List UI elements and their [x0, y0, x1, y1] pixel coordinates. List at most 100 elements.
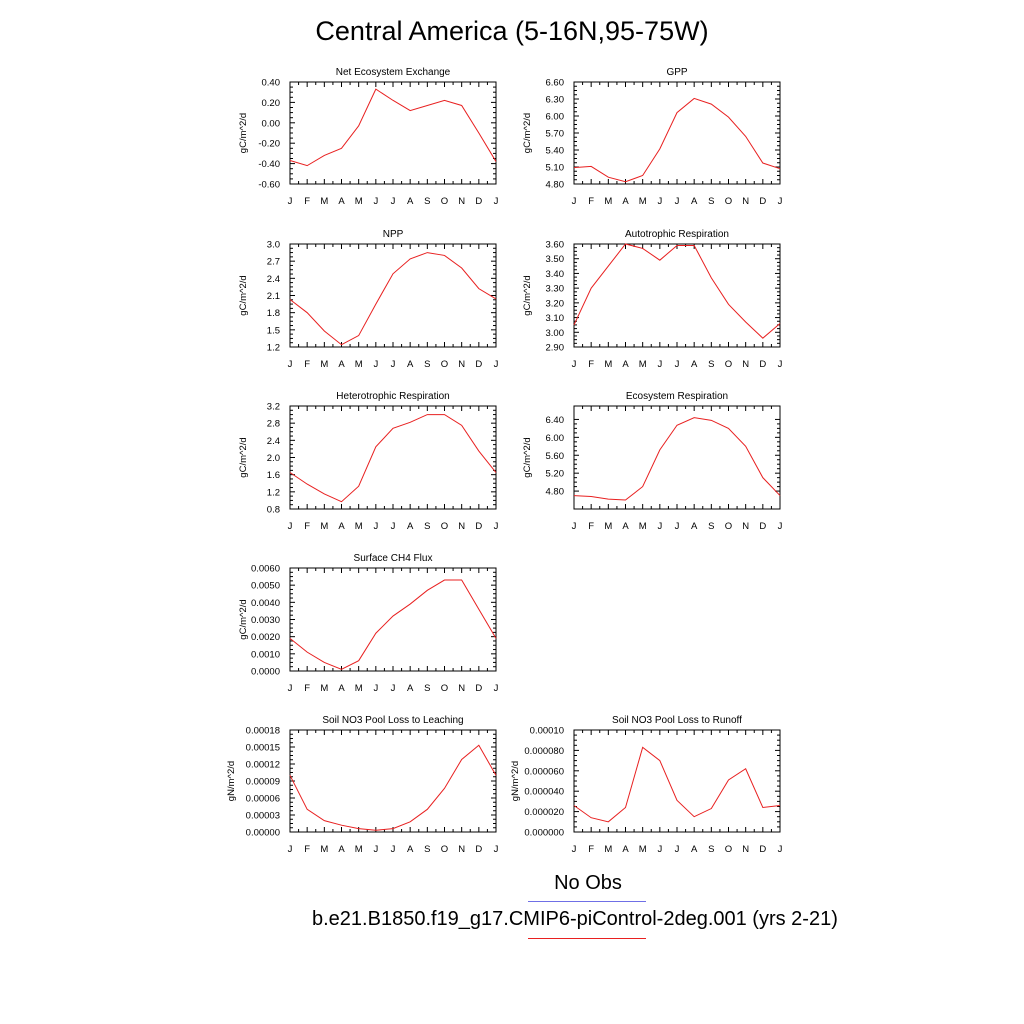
- y-tick-label: 2.90: [546, 343, 565, 354]
- x-tick-label: O: [441, 844, 448, 855]
- y-tick-label: 5.40: [546, 146, 565, 157]
- x-tick-label: N: [742, 196, 749, 207]
- x-tick-label: J: [288, 844, 293, 855]
- x-tick-label: J: [778, 359, 783, 370]
- y-tick-label: 0.00010: [530, 726, 564, 737]
- panel-title: Net Ecosystem Exchange: [336, 67, 451, 78]
- x-tick-label: M: [639, 196, 647, 207]
- y-tick-label: 0.000040: [524, 787, 564, 798]
- series-line: [573, 97, 781, 183]
- y-tick-label: 0.00018: [246, 726, 280, 737]
- x-tick-label: A: [691, 359, 698, 370]
- y-tick-label: -0.60: [258, 180, 280, 191]
- panel-title: GPP: [666, 67, 687, 78]
- x-tick-label: M: [355, 359, 363, 370]
- x-tick-label: N: [742, 359, 749, 370]
- panel-title: Autotrophic Respiration: [625, 229, 729, 240]
- series-line: [289, 252, 497, 346]
- y-tick-label: 3.20: [546, 298, 565, 309]
- panel-title: Soil NO3 Pool Loss to Runoff: [612, 715, 742, 726]
- x-tick-label: S: [708, 844, 714, 855]
- y-tick-label: 3.00: [546, 328, 565, 339]
- x-tick-label: F: [304, 683, 310, 694]
- y-tick-label: 0.0060: [251, 564, 280, 575]
- x-tick-label: O: [725, 359, 732, 370]
- y-tick-label: 2.1: [267, 291, 280, 302]
- x-tick-label: D: [759, 359, 766, 370]
- y-axis-label: gC/m^2/d: [238, 437, 249, 477]
- y-tick-label: 5.20: [546, 469, 565, 480]
- y-tick-label: 0.00012: [246, 760, 280, 771]
- y-tick-label: 2.8: [267, 419, 280, 430]
- x-tick-label: J: [778, 521, 783, 532]
- x-tick-label: J: [494, 683, 499, 694]
- y-axis-label: gC/m^2/d: [522, 437, 533, 477]
- x-tick-label: D: [475, 844, 482, 855]
- x-tick-label: J: [657, 521, 662, 532]
- x-tick-label: M: [320, 359, 328, 370]
- x-tick-label: J: [373, 844, 378, 855]
- y-tick-label: 0.40: [262, 78, 281, 89]
- x-tick-label: M: [320, 844, 328, 855]
- x-tick-label: J: [572, 359, 577, 370]
- plot-frame: [573, 405, 781, 510]
- x-tick-label: J: [657, 359, 662, 370]
- x-tick-label: F: [304, 359, 310, 370]
- y-tick-label: 2.7: [267, 257, 280, 268]
- x-tick-label: S: [424, 196, 430, 207]
- x-tick-label: D: [475, 359, 482, 370]
- x-tick-label: M: [355, 196, 363, 207]
- x-tick-label: A: [407, 683, 414, 694]
- plot-frame: [289, 567, 497, 672]
- x-tick-label: J: [778, 844, 783, 855]
- x-tick-label: J: [572, 521, 577, 532]
- x-tick-label: J: [494, 521, 499, 532]
- y-tick-label: 0.000020: [524, 807, 564, 818]
- x-tick-label: D: [475, 521, 482, 532]
- x-tick-label: M: [639, 521, 647, 532]
- x-tick-label: J: [288, 683, 293, 694]
- y-tick-label: 3.0: [267, 240, 280, 251]
- x-tick-label: J: [572, 844, 577, 855]
- y-tick-label: 0.8: [267, 505, 280, 516]
- plot-frame: [289, 405, 497, 510]
- x-tick-label: J: [373, 683, 378, 694]
- y-tick-label: 3.10: [546, 313, 565, 324]
- x-tick-label: J: [373, 359, 378, 370]
- x-tick-label: A: [407, 521, 414, 532]
- y-tick-label: 0.000060: [524, 766, 564, 777]
- y-tick-label: 0.000080: [524, 746, 564, 757]
- panel-title: Surface CH4 Flux: [354, 553, 433, 564]
- y-tick-label: 6.60: [546, 78, 565, 89]
- x-tick-label: M: [320, 521, 328, 532]
- y-axis-label: gC/m^2/d: [238, 275, 249, 315]
- x-tick-label: D: [475, 683, 482, 694]
- x-tick-label: S: [424, 844, 430, 855]
- x-tick-label: S: [708, 359, 714, 370]
- x-tick-label: O: [725, 521, 732, 532]
- x-tick-label: A: [622, 196, 629, 207]
- legend-obs-line: [528, 901, 646, 902]
- series-line: [289, 88, 497, 167]
- x-tick-label: A: [622, 359, 629, 370]
- y-tick-label: 1.2: [267, 487, 280, 498]
- y-tick-label: 6.00: [546, 433, 565, 444]
- x-tick-label: J: [373, 521, 378, 532]
- x-tick-label: M: [604, 521, 612, 532]
- x-tick-label: F: [588, 521, 594, 532]
- series-line: [289, 744, 497, 831]
- y-tick-label: 3.2: [267, 402, 280, 413]
- x-tick-label: J: [288, 521, 293, 532]
- y-tick-label: 1.6: [267, 470, 280, 481]
- x-tick-label: S: [708, 521, 714, 532]
- x-tick-label: S: [424, 683, 430, 694]
- plot-frame: [289, 81, 497, 185]
- x-tick-label: M: [604, 196, 612, 207]
- panel-title: NPP: [383, 229, 404, 240]
